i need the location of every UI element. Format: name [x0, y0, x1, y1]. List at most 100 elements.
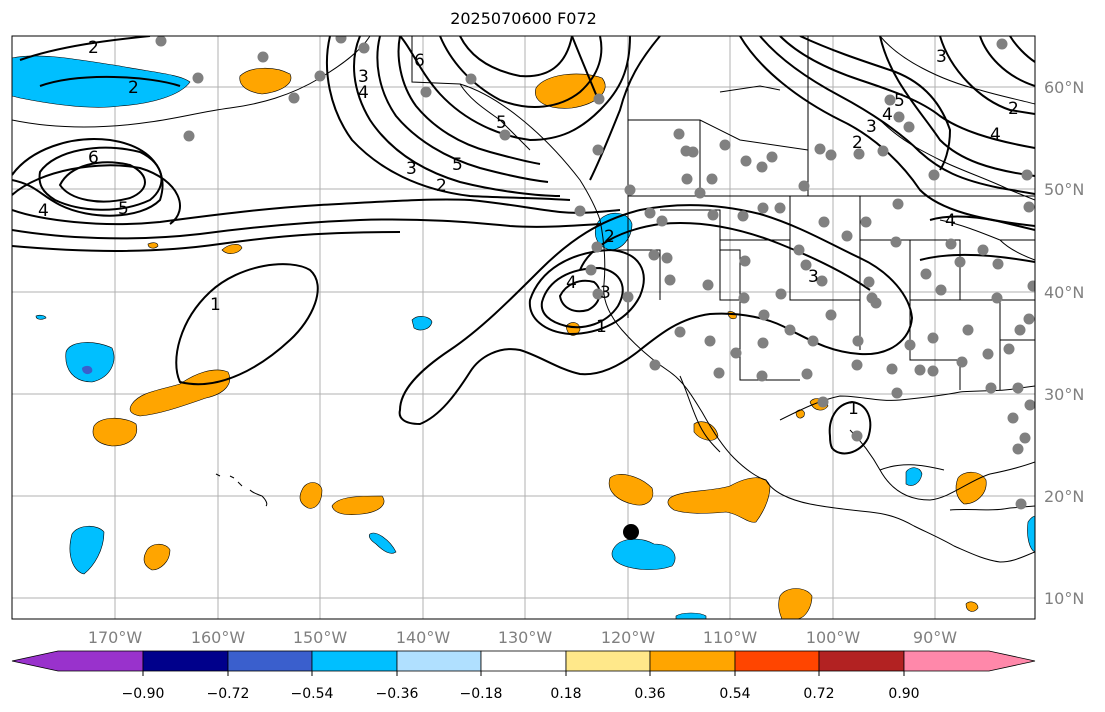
colorbar-cell: [734, 650, 820, 672]
station-marker: [775, 288, 787, 300]
station-marker: [793, 244, 805, 256]
contour-label: 3: [866, 117, 877, 137]
station-marker: [914, 364, 926, 376]
colorbar-cell: [818, 650, 905, 672]
lat-label: 60°N: [1044, 78, 1084, 97]
contour-label: 2: [852, 133, 863, 153]
station-marker: [687, 146, 699, 158]
contour-label: 6: [88, 148, 99, 168]
lon-label: 120°W: [601, 628, 656, 647]
station-marker: [707, 209, 719, 221]
station-marker: [807, 335, 819, 347]
station-marker: [740, 155, 752, 167]
station-marker: [702, 279, 714, 291]
colorbar-tick-label: −0.18: [460, 686, 503, 702]
station-marker: [818, 216, 830, 228]
station-marker: [801, 368, 813, 380]
lon-label: 130°W: [498, 628, 553, 647]
station-marker: [706, 173, 718, 185]
station-marker: [694, 187, 706, 199]
colorbar-cell: [649, 650, 736, 672]
contour-lines: [12, 36, 1035, 455]
colorbar-cell: [480, 650, 567, 672]
station-marker: [183, 130, 195, 142]
station-marker: [891, 387, 903, 399]
station-marker: [738, 292, 750, 304]
station-marker: [499, 129, 511, 141]
station-marker: [730, 347, 742, 359]
contour-label: 3: [936, 47, 947, 67]
contour-label: 1: [848, 399, 859, 419]
colorbar-cell: [11, 650, 144, 672]
contour-label: 5: [452, 155, 463, 175]
contour-label: 4: [882, 105, 893, 125]
colorbar-tick-label: 0.90: [888, 686, 919, 702]
colorbar-tick-label: −0.72: [207, 686, 250, 702]
station-marker: [927, 365, 939, 377]
station-marker: [904, 339, 916, 351]
contour-label: 4: [945, 211, 956, 231]
station-marker: [358, 42, 370, 54]
station-marker: [892, 198, 904, 210]
colorbar-tick-label: 0.72: [803, 686, 834, 702]
station-marker: [574, 205, 586, 217]
map-border: [11, 35, 1036, 620]
station-marker: [784, 324, 796, 336]
colorbar-cell: [142, 650, 229, 672]
station-marker: [816, 275, 828, 287]
station-marker: [1019, 432, 1031, 444]
station-marker: [851, 359, 863, 371]
station-marker: [591, 241, 603, 253]
longitude-labels: 170°W 160°W 150°W 140°W 130°W 120°W 110°…: [88, 628, 957, 647]
station-marker: [1015, 498, 1027, 510]
colorbar-tick-label: −0.90: [122, 686, 165, 702]
colorbar-cell: [311, 650, 398, 672]
station-marker: [886, 363, 898, 375]
lon-label: 170°W: [88, 628, 143, 647]
colorbar-labels: −0.90 −0.72 −0.54 −0.36 −0.18 0.18 0.36 …: [122, 686, 920, 702]
station-marker: [757, 202, 769, 214]
station-marker: [927, 332, 939, 344]
station-marker: [851, 430, 863, 442]
anomaly-fills: [12, 55, 1035, 619]
station-marker: [991, 292, 1003, 304]
station-marker: [954, 256, 966, 268]
station-marker: [1027, 280, 1035, 292]
latitude-labels: 60°N 50°N 40°N 30°N 20°N 10°N: [1044, 78, 1084, 608]
station-marker: [1014, 324, 1026, 336]
station-marker: [155, 36, 167, 47]
station-marker: [825, 149, 837, 161]
contour-label: 1: [210, 295, 221, 315]
contour-label: 3: [600, 283, 611, 303]
station-marker: [935, 284, 947, 296]
contour-label: 4: [358, 83, 369, 103]
station-marker: [800, 259, 812, 271]
station-marker: [420, 86, 432, 98]
station-marker: [624, 184, 636, 196]
contour-label: 3: [406, 159, 417, 179]
map-title: 2025070600 F072: [450, 9, 597, 28]
station-marker: [192, 72, 204, 84]
station-marker: [1024, 399, 1035, 411]
station-marker: [335, 36, 347, 44]
highlight-marker: [623, 524, 639, 540]
station-marker: [1012, 382, 1024, 394]
lat-label: 10°N: [1044, 589, 1084, 608]
colorbar-cell: [565, 650, 651, 672]
station-marker: [288, 92, 300, 104]
station-marker: [649, 359, 661, 371]
station-marker: [817, 396, 829, 408]
station-marker: [825, 309, 837, 321]
station-marker: [863, 276, 875, 288]
station-marker: [1003, 343, 1015, 355]
station-marker: [585, 264, 597, 276]
station-marker: [1023, 313, 1035, 325]
station-markers: [155, 36, 1035, 510]
station-marker: [893, 111, 905, 123]
contour-label: 3: [808, 267, 819, 287]
station-marker: [774, 202, 786, 214]
station-marker: [945, 238, 957, 250]
station-marker: [757, 337, 769, 349]
station-marker: [1012, 443, 1024, 455]
